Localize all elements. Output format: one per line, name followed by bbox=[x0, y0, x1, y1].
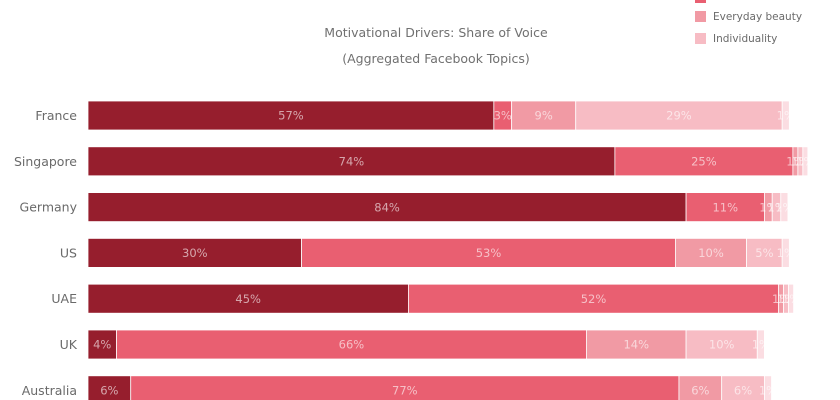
bar-germany-segment-1 bbox=[87, 192, 687, 223]
category-label-uk: UK bbox=[60, 337, 78, 352]
category-label-australia: Australia bbox=[22, 383, 77, 398]
category-label-singapore: Singapore bbox=[14, 154, 77, 169]
data-label-uk-segment-2: 66% bbox=[339, 338, 365, 352]
data-label-singapore-segment-2: 25% bbox=[691, 155, 717, 169]
data-label-germany-segment-1: 84% bbox=[374, 200, 400, 214]
bar-uae-segment-5 bbox=[788, 283, 794, 314]
data-label-uk-segment-4: 10% bbox=[709, 338, 735, 352]
category-label-uae: UAE bbox=[51, 291, 77, 306]
data-label-uae-segment-1: 45% bbox=[235, 292, 261, 306]
data-label-singapore-segment-5: 1% bbox=[796, 155, 814, 169]
bar-us-segment-2 bbox=[301, 237, 676, 268]
bar-us-segment-1 bbox=[87, 237, 303, 268]
bar-uk-segment-1 bbox=[87, 329, 117, 360]
data-label-germany-segment-5: 1% bbox=[775, 200, 793, 214]
bars: 57% 3% 9% 29% 1% 74% 25% 1% 1% 1% 84% 11% 1% 1% 1% 30% 5… bbox=[87, 100, 815, 400]
chart-subtitle: (Aggregated Facebook Topics) bbox=[342, 51, 529, 66]
chart-title: Motivational Drivers: Share of Voice bbox=[324, 25, 548, 40]
bar-germany-segment-5 bbox=[780, 192, 789, 223]
bar-us-segment-3 bbox=[675, 237, 748, 268]
data-label-france-segment-1: 57% bbox=[278, 109, 304, 123]
bar-australia-segment-4 bbox=[721, 375, 765, 400]
data-label-france-segment-3: 9% bbox=[535, 109, 553, 123]
data-label-uae-segment-5: 1% bbox=[782, 292, 800, 306]
bar-uae-segment-2 bbox=[407, 283, 780, 314]
data-label-australia-segment-1: 6% bbox=[100, 384, 118, 398]
data-label-uk-segment-1: 4% bbox=[93, 338, 111, 352]
data-label-france-segment-5: 1% bbox=[777, 109, 795, 123]
bar-uk-segment-5 bbox=[756, 329, 765, 360]
bar-singapore-segment-5 bbox=[802, 146, 809, 177]
bar-germany-segment-2 bbox=[685, 192, 765, 223]
data-label-uae-segment-2: 52% bbox=[581, 292, 607, 306]
bar-australia-segment-1 bbox=[87, 375, 132, 400]
legend: Everyday beauty Individuality bbox=[695, 0, 802, 45]
data-label-us-segment-1: 30% bbox=[182, 246, 208, 260]
data-label-australia-segment-3: 6% bbox=[691, 384, 709, 398]
data-label-australia-segment-5: 1% bbox=[759, 384, 777, 398]
bar-france-segment-3 bbox=[511, 100, 577, 131]
data-label-france-segment-4: 29% bbox=[666, 109, 692, 123]
data-label-singapore-segment-1: 74% bbox=[339, 155, 365, 169]
legend-label-everyday-beauty: Everyday beauty bbox=[713, 11, 802, 23]
bar-australia-segment-3 bbox=[678, 375, 723, 400]
category-label-france: France bbox=[35, 108, 77, 123]
legend-label-individuality: Individuality bbox=[713, 33, 777, 45]
data-label-australia-segment-4: 6% bbox=[734, 384, 752, 398]
data-label-uk-segment-3: 14% bbox=[623, 338, 649, 352]
bar-france-segment-1 bbox=[87, 100, 495, 131]
bar-australia-segment-5 bbox=[764, 375, 772, 400]
category-label-us: US bbox=[60, 245, 77, 260]
legend-swatch-2 bbox=[695, 11, 706, 22]
category-labels: France Singapore Germany US UAE UK Australia bbox=[14, 108, 78, 398]
bar-singapore-segment-2 bbox=[614, 146, 794, 177]
category-label-germany: Germany bbox=[20, 200, 78, 215]
data-label-france-segment-2: 3% bbox=[494, 109, 512, 123]
bar-uk-segment-3 bbox=[586, 329, 687, 360]
bar-us-segment-5 bbox=[781, 237, 790, 268]
bar-france-segment-4 bbox=[575, 100, 783, 131]
data-label-us-segment-2: 53% bbox=[476, 246, 502, 260]
data-label-australia-segment-2: 77% bbox=[392, 384, 418, 398]
data-label-us-segment-3: 10% bbox=[698, 246, 724, 260]
bar-singapore-segment-1 bbox=[87, 146, 616, 177]
bar-uae-segment-1 bbox=[87, 283, 409, 314]
data-label-germany-segment-2: 11% bbox=[712, 200, 738, 214]
data-label-us-segment-5: 1% bbox=[777, 246, 795, 260]
bar-australia-segment-2 bbox=[130, 375, 680, 400]
data-label-us-segment-4: 5% bbox=[755, 246, 773, 260]
bar-uk-segment-4 bbox=[685, 329, 758, 360]
legend-swatch-1 bbox=[695, 0, 706, 3]
legend-swatch-3 bbox=[695, 33, 706, 44]
bar-france-segment-5 bbox=[781, 100, 790, 131]
data-label-uk-segment-5: 1% bbox=[752, 338, 770, 352]
